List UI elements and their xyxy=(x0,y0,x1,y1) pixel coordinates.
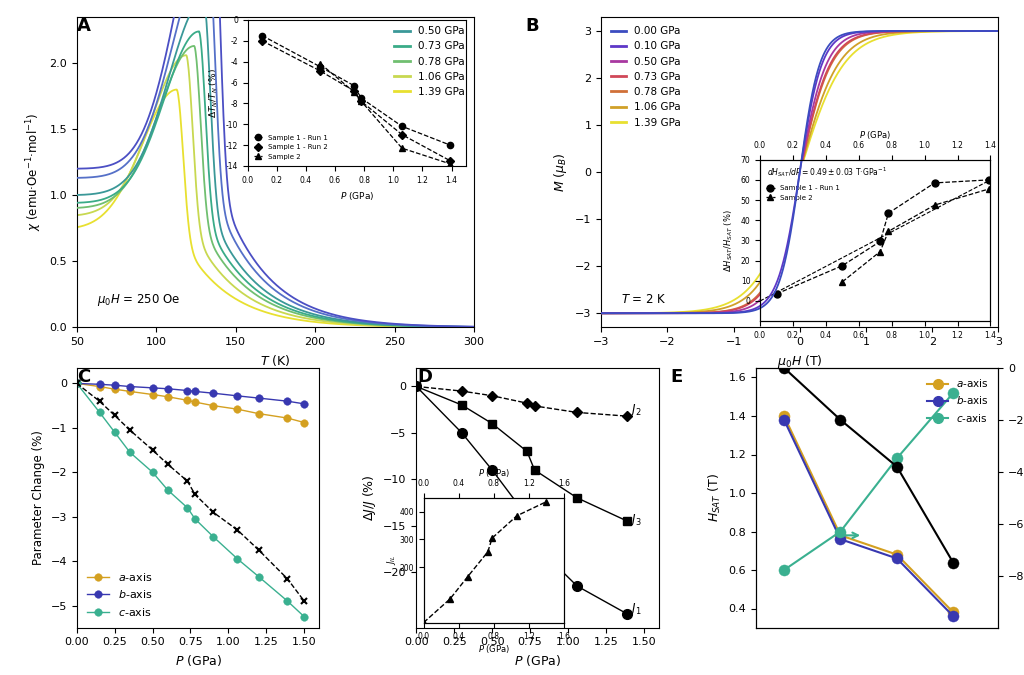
$c$-axis xyxy=(109,428,121,436)
$b$-axis xyxy=(181,387,194,395)
Y-axis label: $M$ ($\mu_B$): $M$ ($\mu_B$) xyxy=(552,153,569,192)
Legend: $a$-axis, $b$-axis, $c$-axis: $a$-axis, $b$-axis, $c$-axis xyxy=(82,566,157,622)
Line: $c$-axis: $c$-axis xyxy=(73,379,308,620)
$J_1$ xyxy=(486,466,499,474)
Line: $J_3$: $J_3$ xyxy=(413,382,631,525)
Text: C: C xyxy=(77,368,90,386)
Legend: 0.50 GPa, 0.73 GPa, 0.78 GPa, 1.06 GPa, 1.39 GPa: 0.50 GPa, 0.73 GPa, 0.78 GPa, 1.06 GPa, … xyxy=(390,22,469,101)
Text: D: D xyxy=(418,368,433,386)
$a$-axis xyxy=(181,396,194,404)
Text: $J_2$: $J_2$ xyxy=(630,402,642,418)
$b$-axis xyxy=(298,400,310,408)
$J_3$ xyxy=(486,419,499,428)
Text: E: E xyxy=(671,368,683,386)
$J_2$ xyxy=(621,412,633,420)
Text: $\mu_0 H$ = 250 Oe: $\mu_0 H$ = 250 Oe xyxy=(96,292,180,308)
$J_3$ xyxy=(621,517,633,525)
X-axis label: $P$ (GPa): $P$ (GPa) xyxy=(514,653,561,668)
$a$-axis xyxy=(207,402,219,410)
$J_3$ xyxy=(570,494,583,502)
$J_2$ xyxy=(570,408,583,416)
$a$-axis xyxy=(162,393,174,401)
$J_2$ xyxy=(486,392,499,400)
Y-axis label: Parameter Change (%): Parameter Change (%) xyxy=(32,431,45,565)
$b$-axis xyxy=(253,394,265,402)
$c$-axis xyxy=(253,572,265,580)
$J_2$ xyxy=(528,402,541,410)
$a$-axis xyxy=(124,387,136,396)
Line: $J_2$: $J_2$ xyxy=(413,383,631,420)
$a$-axis xyxy=(146,390,159,398)
Line: $J_1$: $J_1$ xyxy=(412,381,632,619)
$c$-axis xyxy=(298,613,310,621)
Text: A: A xyxy=(77,17,91,35)
$a$-axis xyxy=(298,418,310,427)
$c$-axis xyxy=(146,468,159,477)
$J_3$ xyxy=(456,401,468,409)
$J_1$ xyxy=(570,582,583,590)
$c$-axis xyxy=(71,379,83,387)
Legend: 0.00 GPa, 0.10 GPa, 0.50 GPa, 0.73 GPa, 0.78 GPa, 1.06 GPa, 1.39 GPa: 0.00 GPa, 0.10 GPa, 0.50 GPa, 0.73 GPa, … xyxy=(606,22,685,132)
Y-axis label: $H_{SAT}$ (T): $H_{SAT}$ (T) xyxy=(707,473,723,522)
$b$-axis xyxy=(207,389,219,398)
$b$-axis xyxy=(282,397,294,405)
$c$-axis xyxy=(282,597,294,605)
X-axis label: $P$ (GPa): $P$ (GPa) xyxy=(174,653,221,668)
$J_3$ xyxy=(411,382,423,390)
$a$-axis xyxy=(282,414,294,422)
$a$-axis xyxy=(253,410,265,418)
$b$-axis xyxy=(124,383,136,391)
$b$-axis xyxy=(146,384,159,392)
$J_2$ xyxy=(456,387,468,395)
Legend: $a$-axis, $b$-axis, $c$-axis: $a$-axis, $b$-axis, $c$-axis xyxy=(923,373,993,428)
Text: B: B xyxy=(525,17,539,35)
$J_2$ xyxy=(521,399,534,407)
$J_1$ xyxy=(456,429,468,437)
Text: $T$ = 2 K: $T$ = 2 K xyxy=(621,292,667,306)
$J_1$ xyxy=(621,610,633,618)
$c$-axis xyxy=(231,555,244,563)
$a$-axis xyxy=(109,385,121,394)
$J_3$ xyxy=(521,448,534,456)
$J_2$ xyxy=(411,382,423,390)
Text: $J_3$: $J_3$ xyxy=(630,512,642,528)
Text: $J_1$: $J_1$ xyxy=(630,601,642,617)
$a$-axis xyxy=(71,379,83,387)
$J_1$ xyxy=(528,540,541,548)
X-axis label: $T$ (K): $T$ (K) xyxy=(260,352,291,368)
X-axis label: $\mu_0 H$ (T): $\mu_0 H$ (T) xyxy=(777,352,822,370)
$b$-axis xyxy=(188,387,201,396)
Y-axis label: $\Delta J/J$ (%): $\Delta J/J$ (%) xyxy=(360,475,378,521)
$b$-axis xyxy=(109,381,121,389)
X-axis label: $P$ (GPa): $P$ (GPa) xyxy=(478,467,510,479)
$a$-axis xyxy=(231,405,244,413)
$a$-axis xyxy=(188,398,201,406)
Line: $b$-axis: $b$-axis xyxy=(73,379,308,408)
$J_1$ xyxy=(521,512,534,520)
$c$-axis xyxy=(124,448,136,456)
$c$-axis xyxy=(162,486,174,494)
$b$-axis xyxy=(231,392,244,400)
$J_3$ xyxy=(528,466,541,474)
Y-axis label: $\chi$ (emu·Oe$^{-1}$·mol$^{-1}$): $\chi$ (emu·Oe$^{-1}$·mol$^{-1}$) xyxy=(25,113,44,232)
$c$-axis xyxy=(188,515,201,523)
$b$-axis xyxy=(93,380,105,388)
$c$-axis xyxy=(93,408,105,416)
$b$-axis xyxy=(71,379,83,387)
$a$-axis xyxy=(93,383,105,391)
$b$-axis xyxy=(162,385,174,393)
$J_1$ xyxy=(411,382,423,390)
$c$-axis xyxy=(207,533,219,541)
X-axis label: $P$ (GPa): $P$ (GPa) xyxy=(859,129,891,141)
$c$-axis xyxy=(181,504,194,512)
Line: $a$-axis: $a$-axis xyxy=(73,379,308,427)
